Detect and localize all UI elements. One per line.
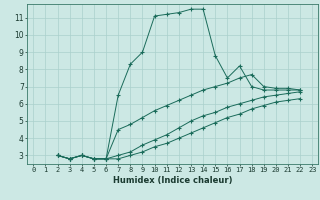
X-axis label: Humidex (Indice chaleur): Humidex (Indice chaleur) bbox=[113, 176, 233, 185]
